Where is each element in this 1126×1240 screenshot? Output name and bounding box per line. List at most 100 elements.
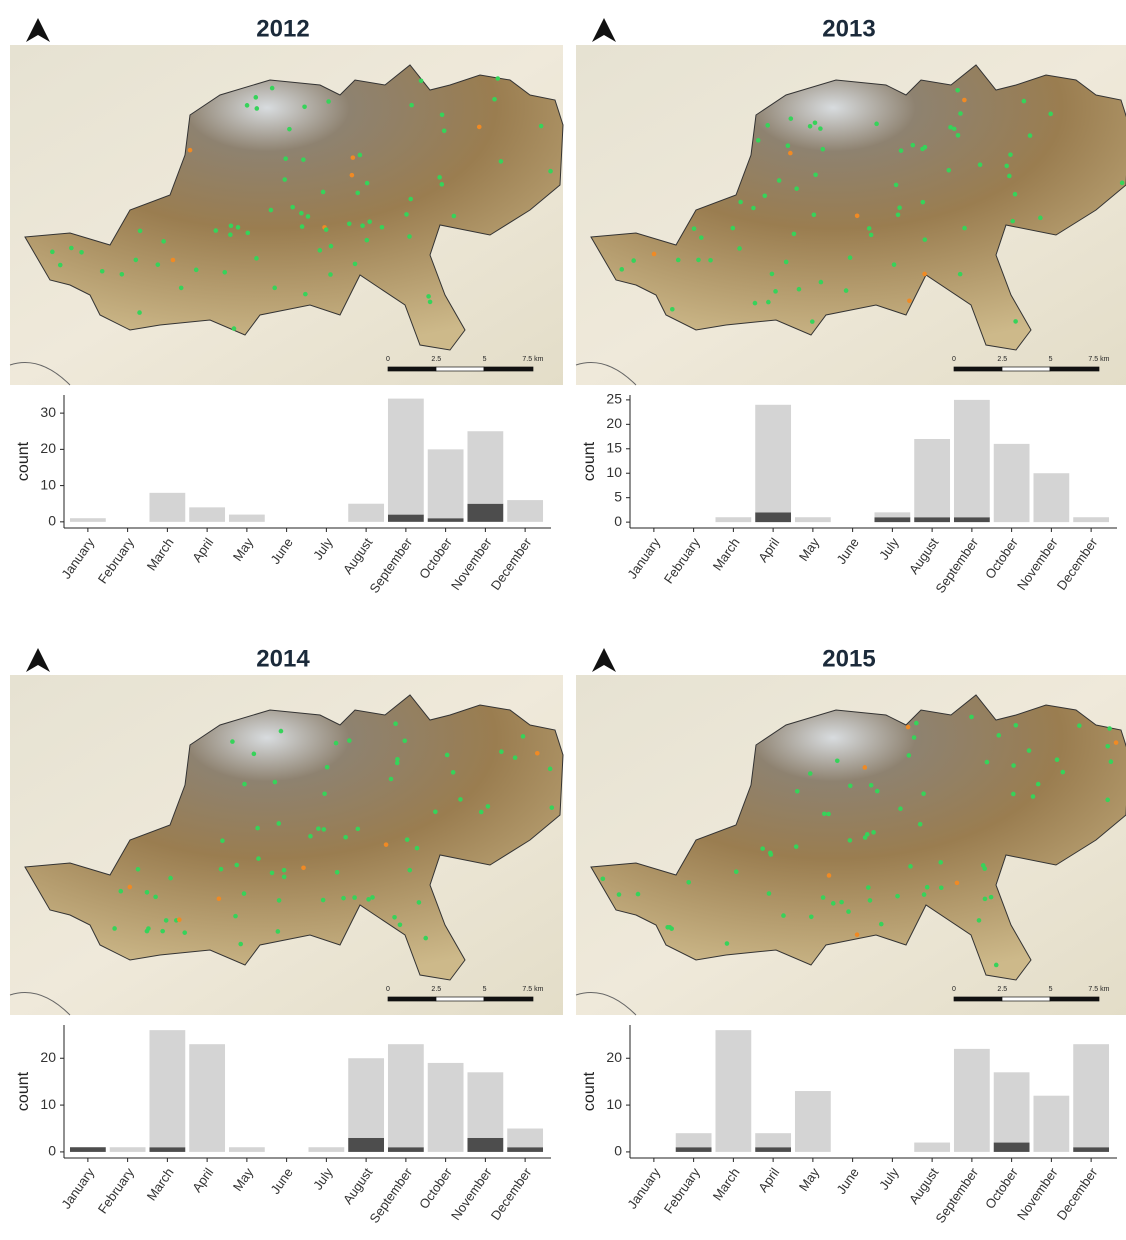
observation-dot	[871, 830, 876, 835]
observation-dot	[777, 178, 782, 183]
observation-dot	[827, 873, 832, 878]
bar-segment	[954, 400, 990, 517]
bar-segment	[1073, 1147, 1109, 1152]
observation-dot	[145, 890, 150, 895]
x-tick-label: August	[340, 535, 376, 577]
observation-dot	[1055, 757, 1060, 762]
observation-dot	[978, 162, 983, 167]
observation-dot	[234, 863, 239, 868]
x-tick-label: June	[833, 1165, 861, 1197]
observation-dot	[1114, 740, 1119, 745]
y-tick-label: 20	[606, 1049, 622, 1065]
observation-dot	[1013, 192, 1018, 197]
x-tick-label: July	[876, 1165, 902, 1193]
observation-dot	[1022, 99, 1027, 104]
observation-dot	[255, 106, 260, 111]
observation-dot	[794, 186, 799, 191]
bar-segment	[229, 515, 265, 522]
x-tick-label: May	[230, 1165, 257, 1194]
bar-segment	[755, 512, 791, 522]
observation-dot	[766, 300, 771, 305]
observation-dot	[753, 301, 758, 306]
observation-dot	[328, 272, 333, 277]
x-tick-label: August	[906, 535, 942, 577]
x-tick-label: March	[710, 1165, 743, 1203]
observation-dot	[809, 914, 814, 919]
observation-dot	[1014, 723, 1019, 728]
observation-dot	[601, 876, 606, 881]
observation-dot	[326, 99, 331, 104]
bar-segment	[189, 507, 225, 521]
observation-dot	[955, 881, 960, 886]
observation-dot	[731, 226, 736, 231]
y-tick-label: 30	[40, 404, 56, 420]
panel: 201402.557.5 kmcount01020JanuaryFebruary…	[10, 645, 563, 1225]
observation-dot	[914, 721, 919, 726]
observation-dot	[535, 751, 540, 756]
scale-label: 2.5	[997, 356, 1007, 363]
observation-dot	[287, 127, 292, 132]
scale-label: 5	[1049, 986, 1053, 993]
observation-dot	[407, 868, 412, 873]
observation-dot	[844, 288, 849, 293]
y-tick-label: 25	[606, 391, 622, 407]
bar-segment	[507, 1128, 543, 1147]
observation-dot	[419, 79, 424, 84]
observation-dot	[334, 741, 339, 746]
observation-dot	[784, 260, 789, 265]
scale-label: 7.5 km	[1088, 356, 1109, 363]
observation-dot	[631, 258, 636, 263]
x-tick-label: February	[95, 535, 137, 587]
observation-dot	[279, 729, 284, 734]
observation-dot	[676, 258, 681, 263]
observation-dot	[232, 326, 237, 331]
observation-dot	[277, 898, 282, 903]
bar-segment	[348, 1058, 384, 1138]
observation-dot	[868, 898, 873, 903]
observation-dot	[228, 232, 233, 237]
observation-dot	[486, 804, 491, 809]
observation-dot	[366, 897, 371, 902]
observation-dot	[194, 268, 199, 273]
observation-dot	[996, 733, 1001, 738]
observation-dot	[182, 930, 187, 935]
observation-dot	[230, 739, 235, 744]
observation-dot	[922, 272, 927, 277]
observation-dot	[925, 885, 930, 890]
observation-dot	[245, 231, 250, 236]
observation-dot	[869, 783, 874, 788]
observation-dot	[892, 262, 897, 267]
bar-segment	[914, 1143, 950, 1152]
observation-dot	[171, 258, 176, 263]
x-tick-label: May	[796, 535, 823, 564]
x-tick-label: April	[755, 535, 782, 565]
observation-dot	[869, 233, 874, 238]
observation-dot	[404, 212, 409, 217]
bar-segment	[954, 517, 990, 522]
observation-dot	[813, 120, 818, 125]
observation-dot	[738, 200, 743, 205]
x-tick-label: May	[796, 1165, 823, 1194]
observation-dot	[863, 835, 868, 840]
observation-dot	[1011, 763, 1016, 768]
panel-title: 2014	[256, 645, 310, 672]
scale-label: 0	[386, 986, 390, 993]
observation-dot	[276, 929, 281, 934]
bar-segment	[70, 518, 106, 522]
observation-dot	[303, 292, 308, 297]
observation-dot	[283, 156, 288, 161]
observation-dot	[270, 86, 275, 91]
observation-dot	[989, 895, 994, 900]
bar-segment	[1073, 517, 1109, 522]
observation-dot	[389, 777, 394, 782]
observation-dot	[437, 175, 442, 180]
observation-dot	[760, 846, 765, 851]
x-tick-label: April	[189, 535, 216, 565]
observation-dot	[299, 211, 304, 216]
bar-segment	[715, 1030, 751, 1152]
observation-dot	[670, 307, 675, 312]
observation-dot	[445, 753, 450, 758]
observation-dot	[921, 200, 926, 205]
observation-dot	[513, 755, 518, 760]
observation-dot	[1004, 164, 1009, 169]
